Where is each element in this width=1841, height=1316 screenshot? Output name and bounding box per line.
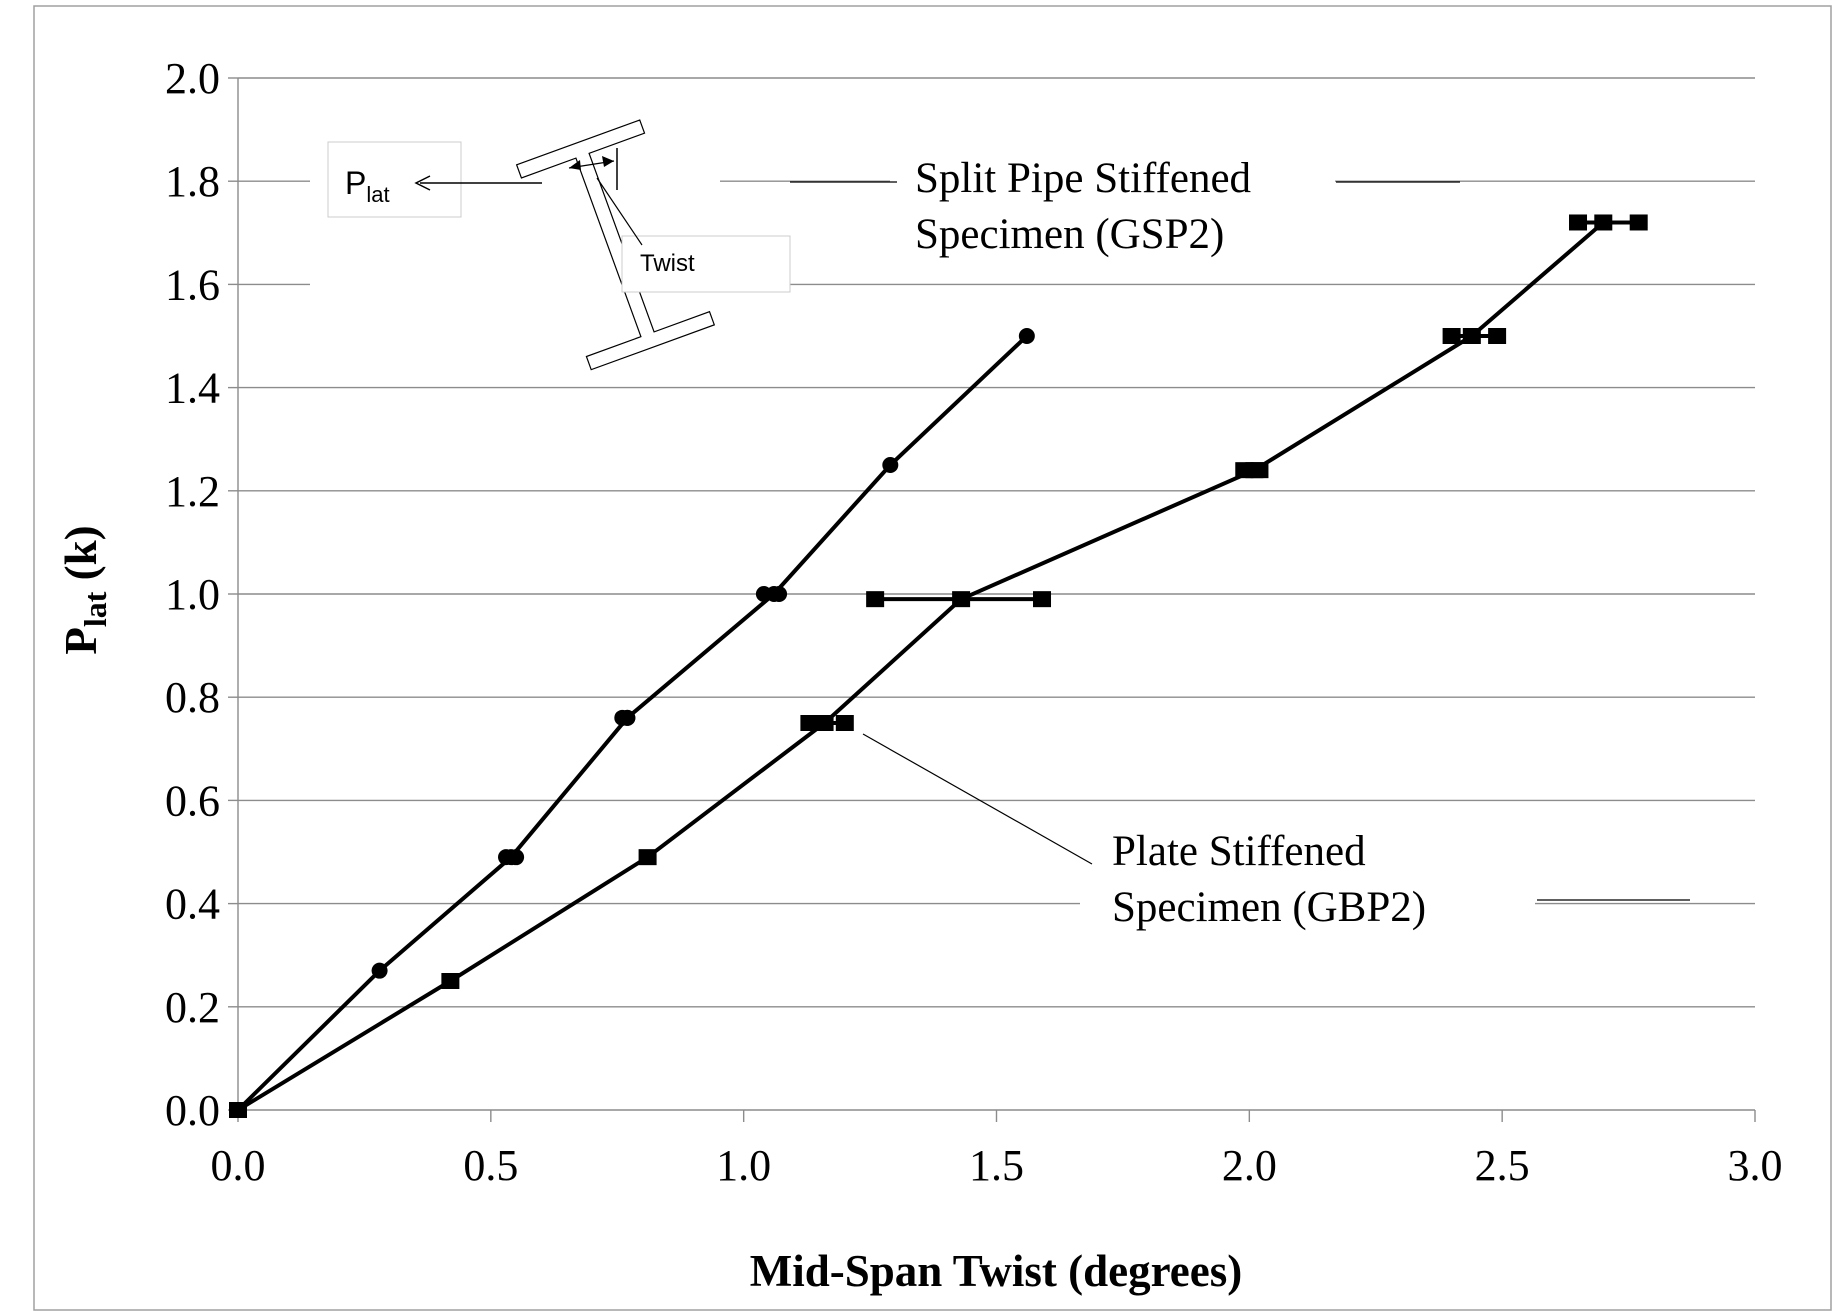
error-bar-cap <box>1442 328 1461 344</box>
data-point <box>815 715 834 731</box>
gsp2-label-bg <box>890 148 1335 258</box>
series-layer <box>229 214 1648 1118</box>
error-bar-cap <box>1629 214 1648 231</box>
x-tick-label: 0.0 <box>211 1141 266 1190</box>
data-point <box>1594 214 1613 231</box>
twist-label-box <box>621 235 791 293</box>
x-tick-label: 1.0 <box>716 1141 771 1190</box>
twist-label: Twist <box>640 250 695 277</box>
y-tick-label: 0.0 <box>165 1086 220 1135</box>
y-tick-label: 0.4 <box>165 880 220 929</box>
y-tick-label: 1.2 <box>165 467 220 516</box>
load-label: Plat <box>345 165 390 207</box>
x-tick-label: 0.5 <box>463 1141 518 1190</box>
load-arrowhead-icon <box>414 175 431 191</box>
error-bar-cap <box>755 586 772 602</box>
data-point <box>1462 328 1481 344</box>
error-bar-cap <box>1569 214 1588 231</box>
error-bar-cap <box>619 709 636 726</box>
x-tick-label: 1.5 <box>969 1141 1024 1190</box>
x-tick-label: 3.0 <box>1728 1141 1783 1190</box>
y-axis-title: Plat (k) <box>56 525 113 654</box>
gsp2-label-line2: Specimen (GSP2) <box>915 211 1224 258</box>
y-tick-label: 0.8 <box>165 673 220 722</box>
x-axis-title: Mid-Span Twist (degrees) <box>750 1246 1243 1296</box>
data-point <box>882 457 899 473</box>
gbp2-label-line2: Specimen (GBP2) <box>1112 884 1426 931</box>
data-point <box>1018 328 1035 344</box>
gsp2-label-line1: Split Pipe Stiffened <box>915 155 1251 202</box>
inset-diagram: Plat Twist <box>310 95 791 385</box>
gsp2-annotation: Split Pipe Stiffened Specimen (GSP2) <box>790 155 1460 258</box>
error-bar-cap <box>866 591 885 608</box>
data-point <box>229 1102 247 1118</box>
x-tick-labels: 0.0 0.5 1.0 1.5 2.0 2.5 3.0 <box>211 1141 1783 1190</box>
error-bar-cap <box>1250 462 1269 479</box>
error-bar-cap <box>771 586 788 602</box>
data-point <box>441 973 460 989</box>
gbp2-label-line1: Plate Stiffened <box>1112 828 1366 875</box>
gbp2-label-bg <box>1080 818 1535 928</box>
y-tick-label: 0.2 <box>165 983 220 1032</box>
error-bar-cap <box>508 849 525 866</box>
y-tick-label: 0.6 <box>165 776 220 825</box>
gbp2-leader-left <box>862 733 1093 865</box>
y-tick-label: 1.6 <box>165 260 220 309</box>
error-bar-cap <box>1235 462 1254 479</box>
load-label-box <box>327 141 462 218</box>
error-bar-cap <box>1033 591 1052 608</box>
twist-arrowhead-right-icon <box>602 156 614 167</box>
data-point <box>371 962 388 979</box>
twist-arrowhead-left-icon <box>569 160 581 170</box>
data-point <box>638 849 657 866</box>
x-tick-label: 2.0 <box>1222 1141 1277 1190</box>
y-tick-label: 1.4 <box>165 364 220 413</box>
error-bar-cap <box>1488 328 1507 344</box>
twist-leader <box>596 177 643 246</box>
y-tick-label: 1.8 <box>165 157 220 206</box>
data-point <box>952 591 971 608</box>
gbp2-annotation: Plate Stiffened Specimen (GBP2) <box>862 733 1690 931</box>
error-bar-cap <box>835 715 854 731</box>
i-beam-icon <box>515 119 716 371</box>
series-2 <box>229 214 1648 1118</box>
axes <box>228 77 1756 1122</box>
y-tick-label: 1.0 <box>165 570 220 619</box>
series-line <box>236 220 1605 1112</box>
error-bar-cap <box>800 715 819 731</box>
y-tick-labels: 0.0 0.2 0.4 0.6 0.8 1.0 1.2 1.4 1.6 1.8 2.0 <box>165 54 220 1135</box>
x-tick-label: 2.5 <box>1475 1141 1530 1190</box>
y-tick-label: 2.0 <box>165 54 220 103</box>
